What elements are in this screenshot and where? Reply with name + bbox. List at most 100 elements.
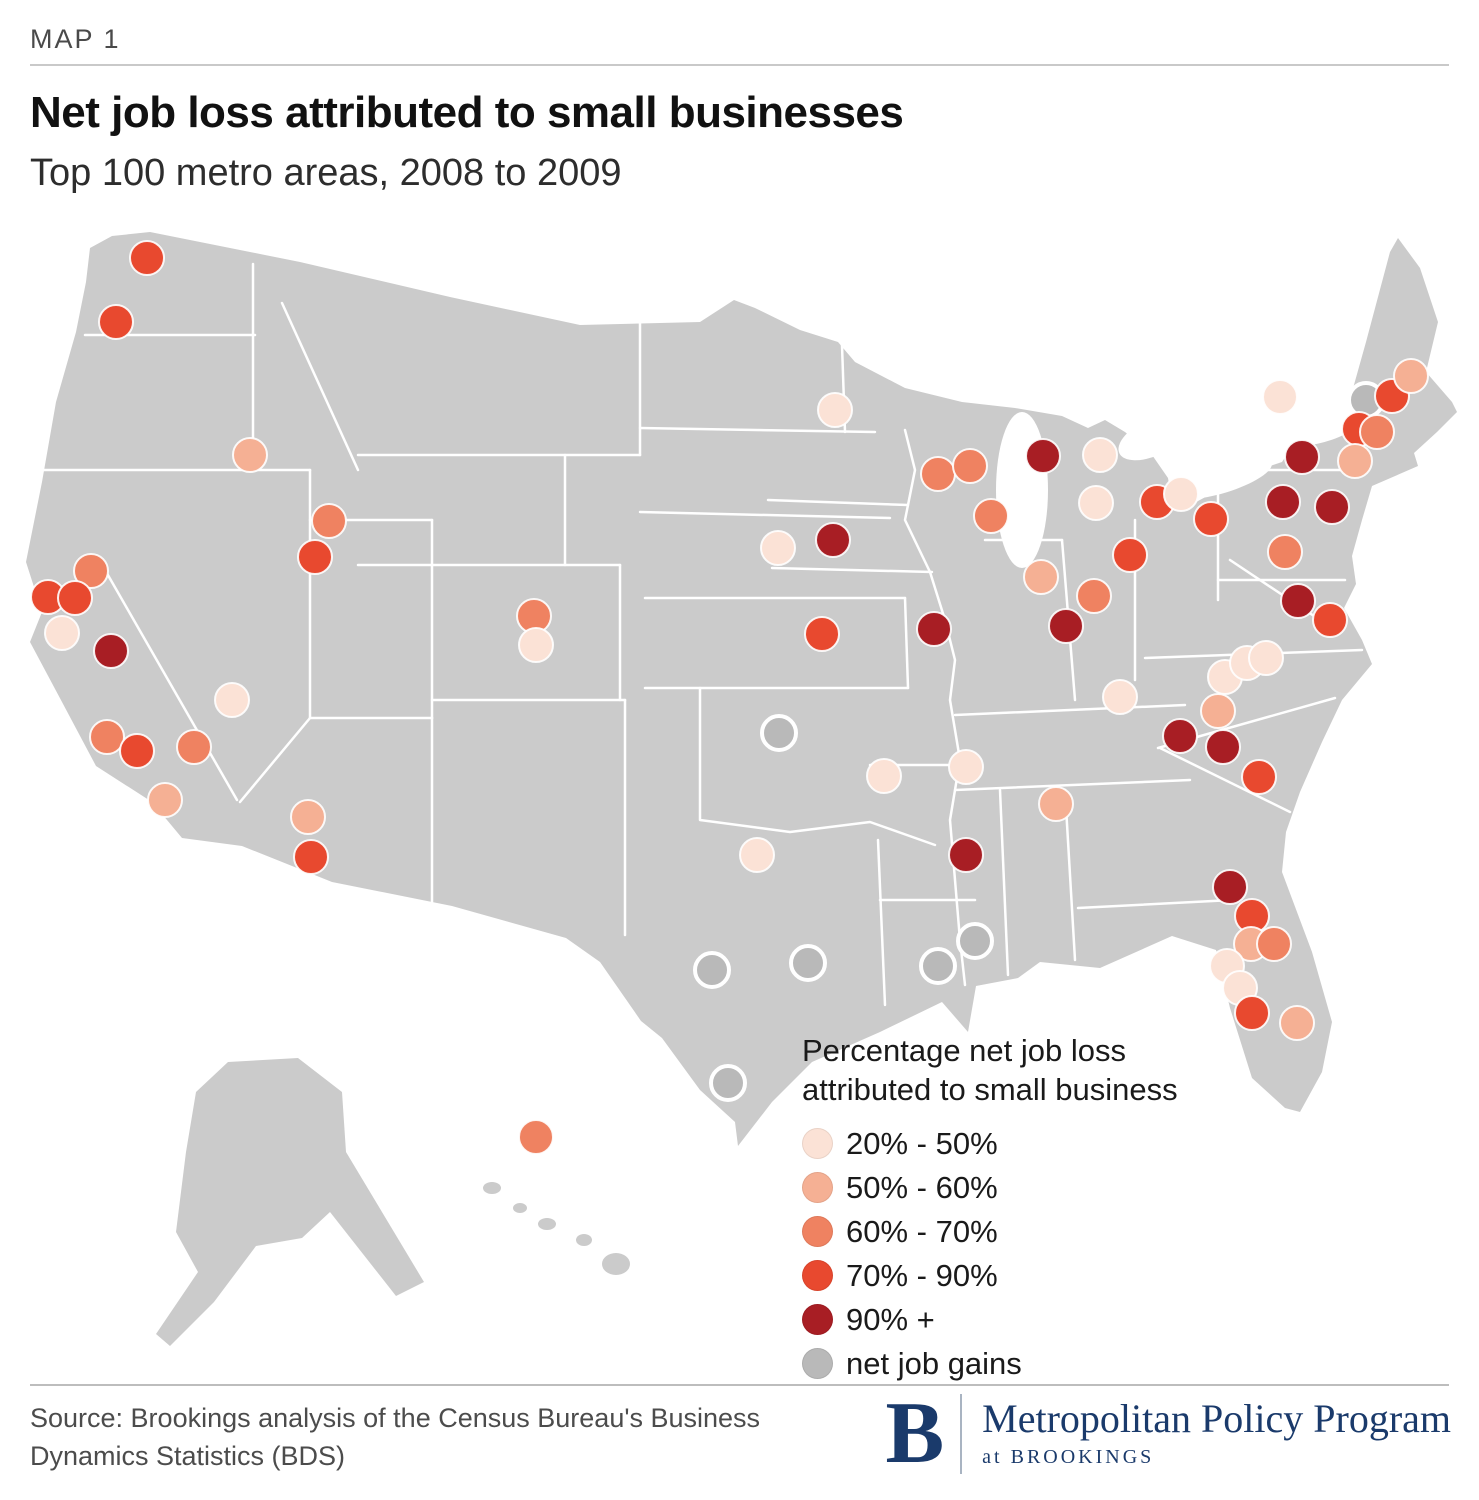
metro-dot <box>1284 439 1320 475</box>
metro-dot <box>1265 484 1301 520</box>
metro-dot <box>232 437 268 473</box>
legend-label: 70% - 90% <box>846 1257 998 1293</box>
metro-dot <box>804 616 840 652</box>
state-borders <box>36 262 1364 1007</box>
metro-dot <box>1162 718 1198 754</box>
metro-dot <box>817 392 853 428</box>
metro-dot <box>176 729 212 765</box>
legend-label: net job gains <box>846 1345 1022 1381</box>
legend-swatch <box>802 1172 833 1203</box>
metro-dot <box>1267 534 1303 570</box>
legend-items: 20% - 50% 50% - 60% 60% - 70% 70% - 90% 90% … <box>802 1126 1178 1382</box>
metro-dot <box>57 580 93 616</box>
metro-dot <box>1212 869 1248 905</box>
metro-dot <box>1112 537 1148 573</box>
metro-dot <box>1082 437 1118 473</box>
metro-dot <box>1205 729 1241 765</box>
metro-dot <box>1314 489 1350 525</box>
page-title: Net job loss attributed to small busines… <box>30 88 904 137</box>
metro-dot <box>290 799 326 835</box>
metro-dot <box>1248 640 1284 676</box>
metro-dot <box>44 615 80 651</box>
metro-dot <box>920 456 956 492</box>
legend-label: 60% - 70% <box>846 1213 998 1249</box>
metro-dot <box>293 839 329 875</box>
metro-dot <box>916 611 952 647</box>
metro-dot <box>297 539 333 575</box>
metro-dot <box>1102 679 1138 715</box>
metro-dots-layer <box>30 240 1429 1155</box>
metro-dot <box>956 922 994 960</box>
legend-item: 50% - 60% <box>802 1170 1178 1206</box>
metro-dot <box>1234 995 1270 1031</box>
legend-label: 50% - 60% <box>846 1169 998 1205</box>
legend-item: 70% - 90% <box>802 1258 1178 1294</box>
metro-dot <box>952 448 988 484</box>
metro-dot <box>119 733 155 769</box>
hawaii-inset <box>483 1182 630 1275</box>
legend-swatch <box>802 1260 833 1291</box>
legend-label: 20% - 50% <box>846 1125 998 1161</box>
legend-swatch <box>802 1216 833 1247</box>
metro-dot <box>739 837 775 873</box>
bottom-divider <box>30 1384 1449 1386</box>
metro-dot <box>518 1119 554 1155</box>
program-subname: at BROOKINGS <box>982 1446 1155 1468</box>
metro-dot <box>1393 358 1429 394</box>
metro-dot <box>1023 559 1059 595</box>
metro-dot <box>973 498 1009 534</box>
metro-dot <box>948 837 984 873</box>
brookings-logo: B Metropolitan Policy Program at BROOKIN… <box>885 1384 1451 1482</box>
metro-dot <box>214 682 250 718</box>
metro-dot <box>98 304 134 340</box>
metro-dot <box>1025 438 1061 474</box>
legend-item: 20% - 50% <box>802 1126 1178 1162</box>
source-line2: Dynamics Statistics (BDS) <box>30 1440 346 1471</box>
legend-item: 60% - 70% <box>802 1214 1178 1250</box>
legend-swatch <box>802 1128 833 1159</box>
metro-dot <box>1048 608 1084 644</box>
legend: Percentage net job loss attributed to sm… <box>802 1032 1178 1390</box>
metro-dot <box>1337 443 1373 479</box>
metro-dot <box>1312 602 1348 638</box>
program-name: Metropolitan Policy Program <box>982 1396 1451 1441</box>
source-line1: Source: Brookings analysis of the Census… <box>30 1403 761 1433</box>
metro-dot <box>1256 926 1292 962</box>
legend-swatch <box>802 1304 833 1335</box>
metro-dot <box>693 951 731 989</box>
metro-dot <box>1241 759 1277 795</box>
metro-dot <box>789 944 827 982</box>
legend-label: 90% + <box>846 1301 935 1337</box>
legend-swatch <box>802 1348 833 1379</box>
metro-dot <box>1359 414 1395 450</box>
metro-dot <box>919 947 957 985</box>
brookings-b-logo: B <box>885 1384 945 1482</box>
metro-dot <box>1200 693 1236 729</box>
metro-dot <box>709 1064 747 1102</box>
metro-dot <box>1193 501 1229 537</box>
map-kicker: MAP 1 <box>30 24 121 54</box>
metro-dot <box>1078 485 1114 521</box>
metro-dot <box>1262 379 1298 415</box>
metro-dot <box>518 627 554 663</box>
brand-text: Metropolitan Policy Program at BROOKINGS <box>982 1399 1451 1469</box>
source-note: Source: Brookings analysis of the Census… <box>30 1400 760 1476</box>
legend-title: Percentage net job loss attributed to sm… <box>802 1032 1178 1110</box>
metro-dot <box>1280 583 1316 619</box>
metro-dot <box>1038 786 1074 822</box>
metro-dot <box>1279 1005 1315 1041</box>
legend-title-line1: Percentage net job loss <box>802 1033 1126 1068</box>
metro-dot <box>866 758 902 794</box>
alaska-inset <box>156 1058 424 1346</box>
legend-item: net job gains <box>802 1346 1178 1382</box>
metro-dot <box>760 714 798 752</box>
metro-dot <box>129 240 165 276</box>
page-subtitle: Top 100 metro areas, 2008 to 2009 <box>30 152 622 194</box>
logo-divider <box>960 1394 963 1474</box>
metro-dot <box>93 633 129 669</box>
metro-dot <box>89 719 125 755</box>
metro-dot <box>73 553 109 589</box>
metro-dot <box>147 782 183 818</box>
metro-dot <box>311 503 347 539</box>
